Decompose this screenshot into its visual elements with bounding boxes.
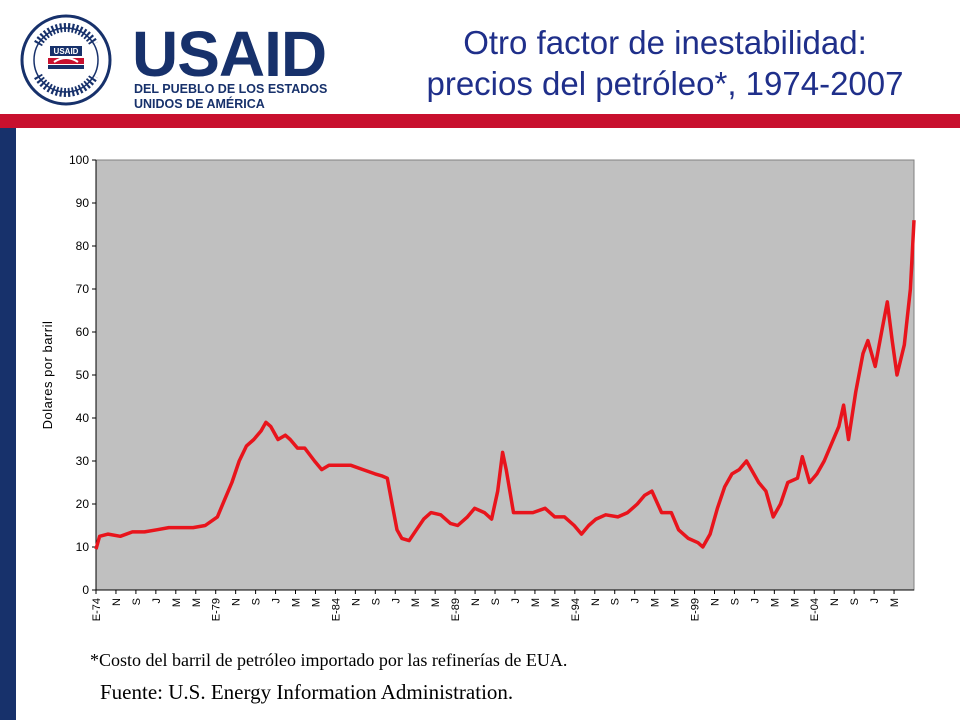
logo-subtitle-line2: UNIDOS DE AMÉRICA [134,96,265,110]
source-citation: Fuente: U.S. Energy Information Administ… [100,680,514,704]
y-tick-label: 100 [69,153,89,167]
x-tick-label: M [430,598,442,607]
x-tick-label: J [630,598,642,604]
x-tick-label: M [650,598,662,607]
y-tick-label: 50 [76,368,90,382]
x-tick-label: E-99 [690,598,702,621]
x-tick-label: M [550,598,562,607]
x-tick-label: N [590,598,602,606]
x-tick-label: M [171,598,183,607]
x-tick-label: M [769,598,781,607]
x-tick-label: S [370,598,382,605]
y-tick-label: 20 [76,497,90,511]
x-tick-label: N [231,598,243,606]
x-tick-label: M [789,598,801,607]
x-tick-label: M [889,598,901,607]
usaid-wordmark: USAID [132,18,326,90]
x-tick-label: N [350,598,362,606]
y-tick-label: 90 [76,196,90,210]
x-tick-label: S [610,598,622,605]
x-tick-label: S [849,598,861,605]
seal-center-text: USAID [54,47,79,56]
title-line-1: Otro factor de inestabilidad: [463,24,867,61]
y-tick-label: 70 [76,282,90,296]
x-axis: E-74 N S J M M E-79 N S J M M E-84 N S J M M E-89 N S J M M E-94… [91,589,914,621]
usaid-seal: USAID [20,14,112,106]
y-axis: 0 10 20 30 40 50 60 70 80 90 100 [69,153,97,597]
x-tick-label: M [410,598,422,607]
x-tick-label: E-79 [211,598,223,621]
x-tick-label: E-04 [809,598,821,621]
x-tick-label: N [111,598,123,606]
x-tick-label: M [530,598,542,607]
x-tick-label: E-89 [450,598,462,621]
y-tick-label: 30 [76,454,90,468]
y-axis-label: Dolares por barril [40,321,55,430]
header-divider [0,114,960,128]
y-tick-label: 80 [76,239,90,253]
left-accent-bar [0,120,16,720]
x-tick-label: E-74 [91,598,103,621]
x-tick-label: S [490,598,502,605]
y-tick-label: 40 [76,411,90,425]
x-tick-label: N [829,598,841,606]
x-tick-label: M [291,598,303,607]
x-tick-label: J [390,598,402,604]
x-tick-label: S [131,598,143,605]
footnote: *Costo del barril de petróleo importado … [90,650,568,670]
x-tick-label: E-94 [570,598,582,621]
logo-subtitle-line1: DEL PUEBLO DE LOS ESTADOS [134,82,327,96]
x-tick-label: S [729,598,741,605]
x-tick-label: E-84 [330,598,342,621]
title-line-2: precios del petróleo*, 1974-2007 [426,65,904,102]
x-tick-label: J [151,598,163,604]
x-tick-label: J [271,598,283,604]
x-tick-label: J [869,598,881,604]
y-tick-label: 0 [82,583,89,597]
series-line-oil-price [94,220,916,550]
slide-title: Otro factor de inestabilidad: precios de… [380,22,950,104]
x-tick-label: M [310,598,322,607]
x-tick-label: M [670,598,682,607]
x-tick-label: M [191,598,203,607]
x-tick-label: J [749,598,761,604]
x-tick-label: J [510,598,522,604]
usaid-logo: USAID USAID DEL PUEBLO DE LOS ESTADOS UN… [20,14,327,110]
y-tick-label: 10 [76,540,90,554]
y-tick-label: 60 [76,325,90,339]
plot-area [95,159,915,591]
x-tick-label: S [251,598,263,605]
x-tick-label: N [470,598,482,606]
x-tick-label: N [709,598,721,606]
